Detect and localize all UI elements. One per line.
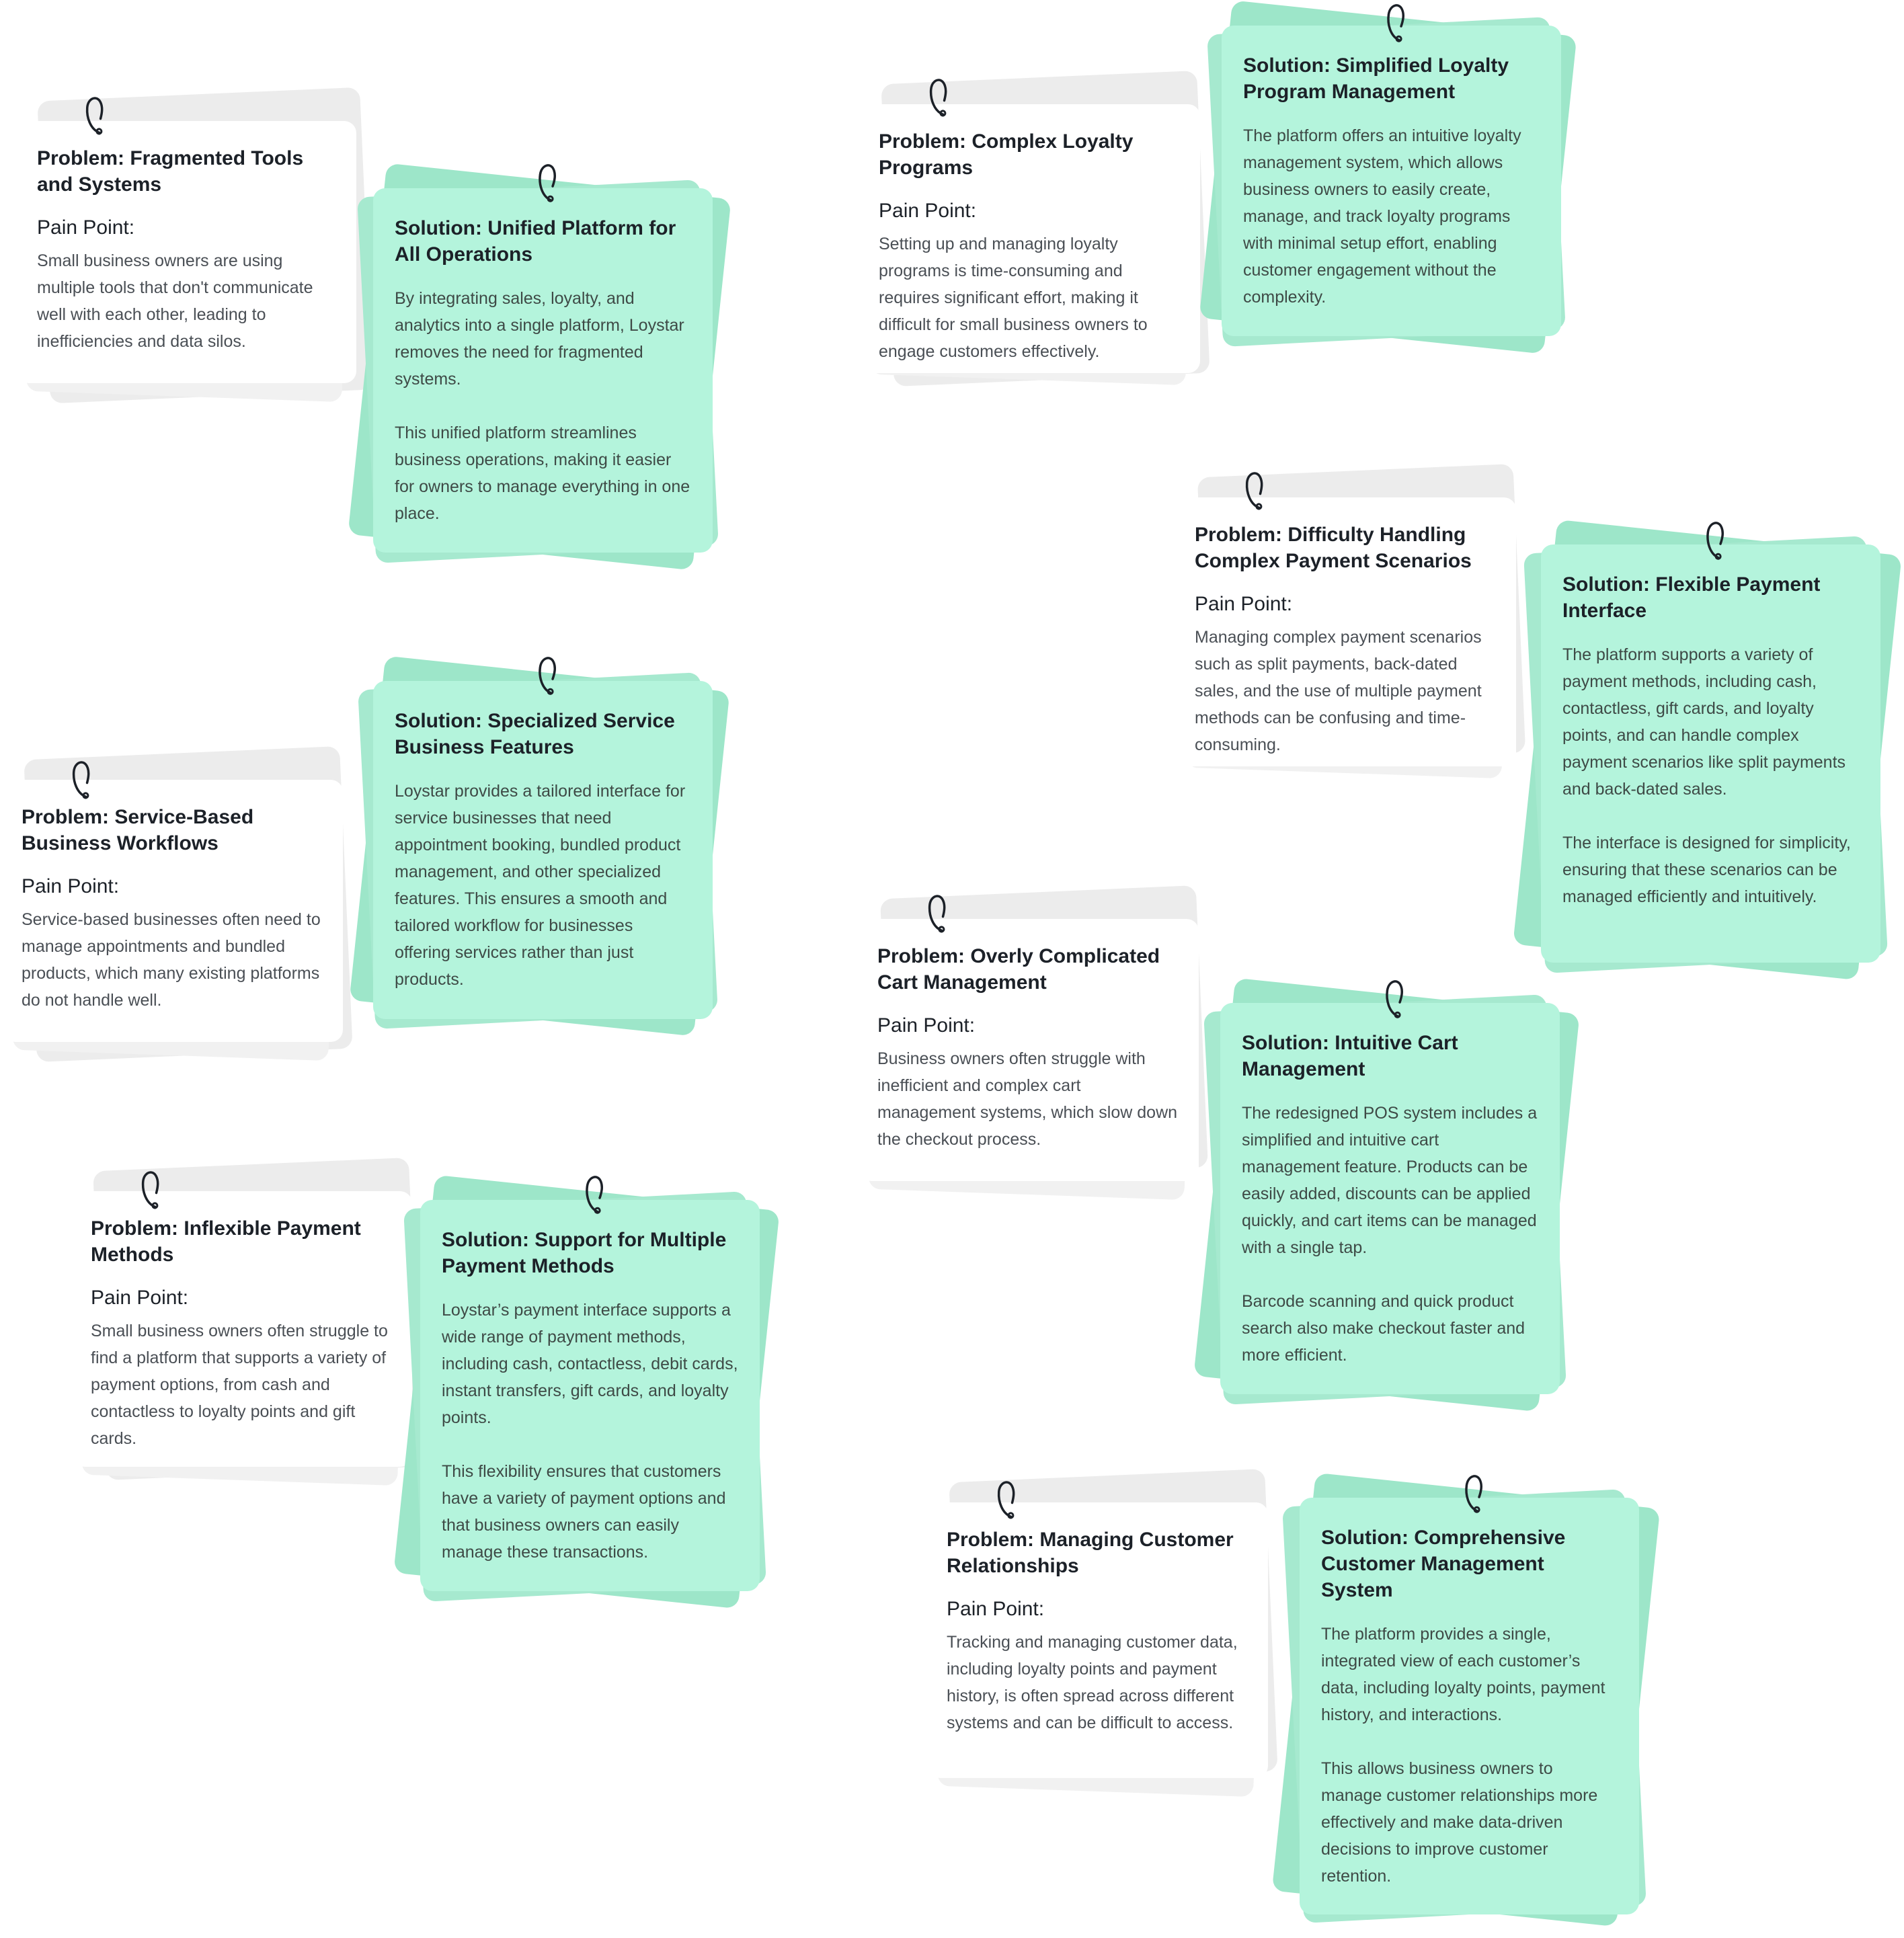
pain-point-label: Pain Point: [22,875,120,897]
problem-card: Problem: Overly Complicated Cart Managem… [859,885,1208,1201]
problem-title: Problem: Fragmented Tools and Systems [37,147,304,196]
problem-title: Problem: Service-Based Business Workflow… [22,806,254,854]
solution-title: Solution: Simplified Loyalty Program Man… [1243,54,1509,103]
problem-card: Problem: Service-Based Business Workflow… [3,745,353,1063]
problem-title: Problem: Overly Complicated Cart Managem… [877,945,1160,994]
pain-point-label: Pain Point: [877,1014,976,1037]
problem-title: Problem: Complex Loyalty Programs [879,130,1134,179]
paper-clip-icon [77,90,114,138]
solution-description: The redesigned POS system includes a sim… [1242,1104,1538,1365]
paper-clip-icon [919,888,957,936]
problem-description: Managing complex payment scenarios such … [1195,628,1482,754]
problem-card: Problem: Difficulty Handling Complex Pay… [1177,463,1526,779]
solution-card: Solution: Unified Platform for All Opera… [348,163,731,571]
paper-clip-icon [1698,516,1733,563]
paper-clip-icon [1236,465,1274,514]
solution-card: Solution: Flexible Payment Interface The… [1513,519,1902,981]
solution-title: Solution: Comprehensive Customer Managem… [1321,1527,1566,1601]
problem-description: Setting up and managing loyalty programs… [879,235,1148,361]
solution-description: By integrating sales, loyalty, and analy… [395,289,690,523]
solution-title: Solution: Specialized Service Business F… [395,710,675,758]
solution-title: Solution: Intuitive Cart Management [1242,1032,1458,1080]
problem-title: Problem: Difficulty Handling Complex Pay… [1195,524,1472,572]
solution-title: Solution: Flexible Payment Interface [1562,573,1821,622]
problem-description: Tracking and managing customer data, inc… [947,1633,1238,1732]
problem-description: Small business owners are using multiple… [37,251,313,351]
problem-description: Small business owners often struggle to … [91,1322,388,1448]
pain-point-label: Pain Point: [37,216,135,239]
paper-clip-icon [530,158,565,205]
problem-title: Problem: Managing Customer Relationships [947,1529,1234,1577]
solution-description: Loystar provides a tailored interface fo… [395,782,686,989]
paper-clip-icon [578,1170,612,1217]
solution-title: Solution: Support for Multiple Payment M… [442,1229,727,1277]
problem-card: Problem: Fragmented Tools and Systems Pa… [17,87,373,404]
solution-card: Solution: Support for Multiple Payment M… [393,1174,780,1609]
solution-description: Loystar’s payment interface supports a w… [442,1301,738,1562]
paper-clip-icon [1379,0,1414,45]
pain-point-label: Pain Point: [879,200,977,222]
problem-card: Problem: Managing Customer Relationships… [928,1468,1278,1798]
problem-title: Problem: Inflexible Payment Methods [91,1217,361,1266]
solution-title: Solution: Unified Platform for All Opera… [395,217,676,266]
solution-description: The platform offers an intuitive loyalty… [1243,126,1521,307]
problem-card: Problem: Complex Loyalty Programs Pain P… [861,70,1210,387]
solution-description: The platform provides a single, integrat… [1321,1625,1605,1886]
paper-clip-icon [920,72,958,120]
problem-card: Problem: Inflexible Payment Methods Pain… [73,1157,422,1486]
paper-clip-icon [63,754,101,803]
solution-description: The platform supports a variety of payme… [1562,645,1851,906]
paper-clip-icon [132,1164,170,1213]
solution-card: Solution: Intuitive Cart Management The … [1193,977,1580,1412]
paper-clip-icon [988,1474,1026,1523]
solution-card: Solution: Specialized Service Business F… [349,655,730,1037]
problem-description: Service-based businesses often need to m… [22,910,321,1010]
solution-card: Solution: Comprehensive Customer Managem… [1271,1472,1661,1927]
pain-point-label: Pain Point: [91,1287,189,1309]
paper-clip-icon [530,651,565,698]
problem-description: Business owners often struggle with inef… [877,1049,1178,1149]
paper-clip-icon [1457,1469,1492,1516]
pain-point-label: Pain Point: [1195,593,1293,615]
pain-point-label: Pain Point: [947,1598,1045,1620]
paper-clip-icon [1378,974,1413,1021]
solution-card: Solution: Simplified Loyalty Program Man… [1199,0,1577,354]
